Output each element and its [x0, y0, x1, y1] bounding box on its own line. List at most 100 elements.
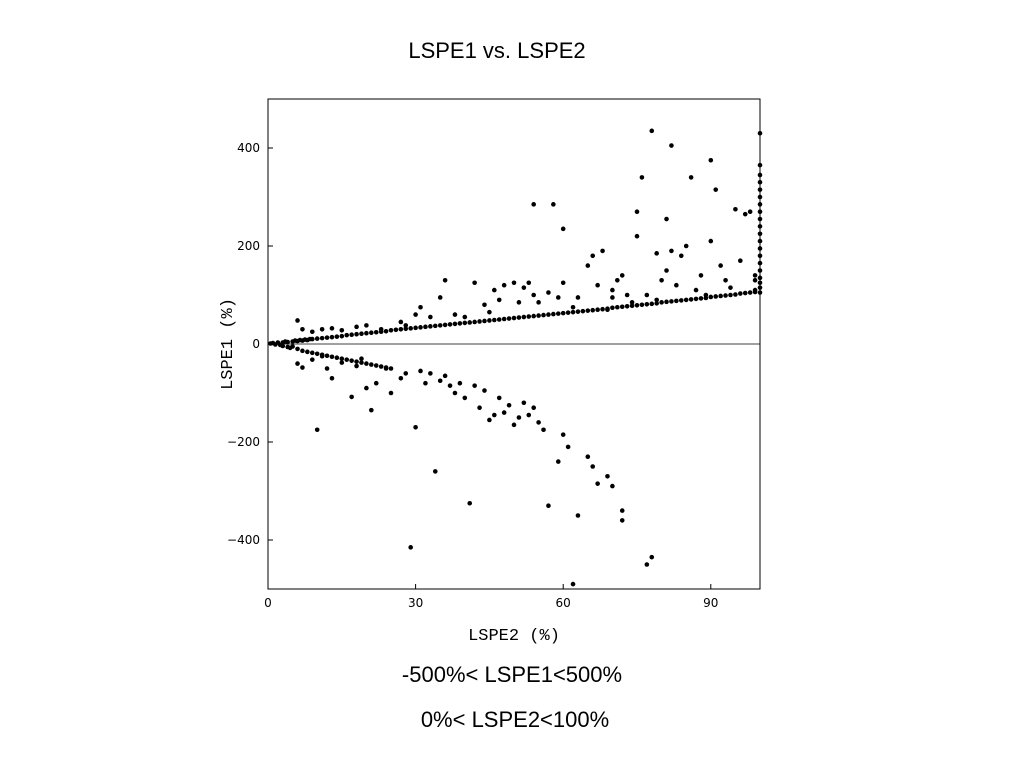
- data-point: [462, 395, 468, 401]
- data-point: [511, 422, 517, 428]
- data-point: [629, 303, 635, 309]
- data-point: [511, 315, 517, 321]
- data-point: [757, 253, 763, 259]
- data-point: [610, 287, 615, 293]
- data-point: [442, 322, 448, 328]
- data-point: [305, 349, 310, 355]
- data-point: [560, 310, 566, 316]
- data-point: [309, 350, 315, 356]
- data-point: [531, 313, 536, 319]
- data-point: [757, 202, 763, 207]
- data-point: [536, 313, 541, 318]
- data-point: [619, 518, 625, 523]
- data-point: [688, 175, 694, 180]
- data-point: [300, 365, 305, 370]
- data-point: [447, 383, 453, 388]
- x-tick-label: 0: [264, 596, 272, 610]
- data-point: [393, 327, 399, 333]
- data-point: [477, 405, 482, 411]
- data-point: [467, 500, 473, 506]
- data-point: [575, 513, 581, 518]
- data-point: [742, 290, 748, 296]
- data-point: [364, 323, 369, 328]
- data-point: [526, 412, 532, 418]
- data-point: [551, 202, 556, 207]
- data-point: [565, 444, 571, 450]
- data-point: [757, 187, 763, 192]
- data-point: [639, 175, 645, 180]
- data-point: [757, 180, 763, 185]
- data-point: [324, 353, 330, 359]
- data-point: [501, 316, 507, 322]
- y-tick-label: 400: [237, 141, 260, 155]
- data-point: [526, 314, 532, 319]
- data-point: [492, 287, 497, 293]
- data-point: [575, 309, 581, 314]
- data-point: [757, 209, 763, 214]
- data-point: [678, 253, 684, 259]
- data-point: [595, 481, 600, 486]
- data-point: [413, 312, 418, 317]
- data-point: [526, 280, 532, 286]
- data-point: [659, 278, 664, 283]
- data-point: [546, 290, 551, 295]
- data-point: [713, 294, 719, 299]
- data-point: [595, 282, 600, 288]
- data-point: [752, 273, 758, 278]
- data-point: [516, 300, 522, 305]
- data-point: [432, 323, 438, 329]
- data-point: [349, 332, 354, 337]
- data-point: [541, 312, 546, 318]
- data-point: [698, 273, 704, 278]
- data-point: [757, 194, 763, 200]
- data-point: [413, 425, 418, 430]
- data-point: [324, 335, 330, 340]
- data-point: [634, 209, 640, 214]
- data-point: [496, 297, 502, 303]
- data-point: [619, 304, 625, 310]
- data-point: [678, 298, 684, 303]
- x-tick-label: 60: [556, 596, 571, 610]
- data-point: [654, 297, 659, 303]
- data-point: [619, 508, 625, 513]
- data-point: [560, 226, 566, 232]
- data-point: [688, 297, 694, 302]
- data-point: [674, 282, 679, 288]
- data-point: [723, 293, 728, 298]
- data-point: [639, 302, 645, 308]
- data-point: [339, 327, 345, 333]
- data-point: [698, 296, 704, 301]
- data-point: [339, 333, 345, 339]
- data-point: [314, 336, 320, 341]
- data-point: [309, 357, 315, 362]
- data-point: [516, 315, 522, 320]
- data-point: [555, 311, 561, 316]
- data-point: [757, 224, 763, 229]
- data-point: [664, 268, 669, 273]
- data-point: [290, 344, 295, 349]
- data-point: [408, 545, 413, 550]
- data-point: [757, 280, 763, 286]
- data-point: [442, 278, 448, 283]
- data-point: [757, 246, 763, 251]
- lspe2-range-note: 0%< LSPE2<100%: [421, 707, 609, 732]
- data-point: [359, 356, 364, 362]
- data-point: [428, 371, 433, 376]
- data-point: [319, 327, 325, 332]
- data-point: [718, 263, 723, 268]
- data-point: [595, 307, 600, 313]
- data-point: [536, 420, 541, 425]
- data-point: [373, 329, 379, 335]
- data-point: [349, 394, 354, 400]
- data-point: [309, 329, 315, 335]
- data-point: [570, 581, 576, 587]
- data-point: [457, 321, 463, 326]
- data-point: [521, 285, 527, 290]
- data-point: [462, 320, 468, 326]
- data-point: [752, 278, 758, 283]
- data-point: [452, 321, 458, 327]
- data-point: [314, 427, 320, 433]
- data-point: [403, 323, 409, 328]
- data-point: [693, 287, 699, 293]
- data-point: [585, 263, 591, 268]
